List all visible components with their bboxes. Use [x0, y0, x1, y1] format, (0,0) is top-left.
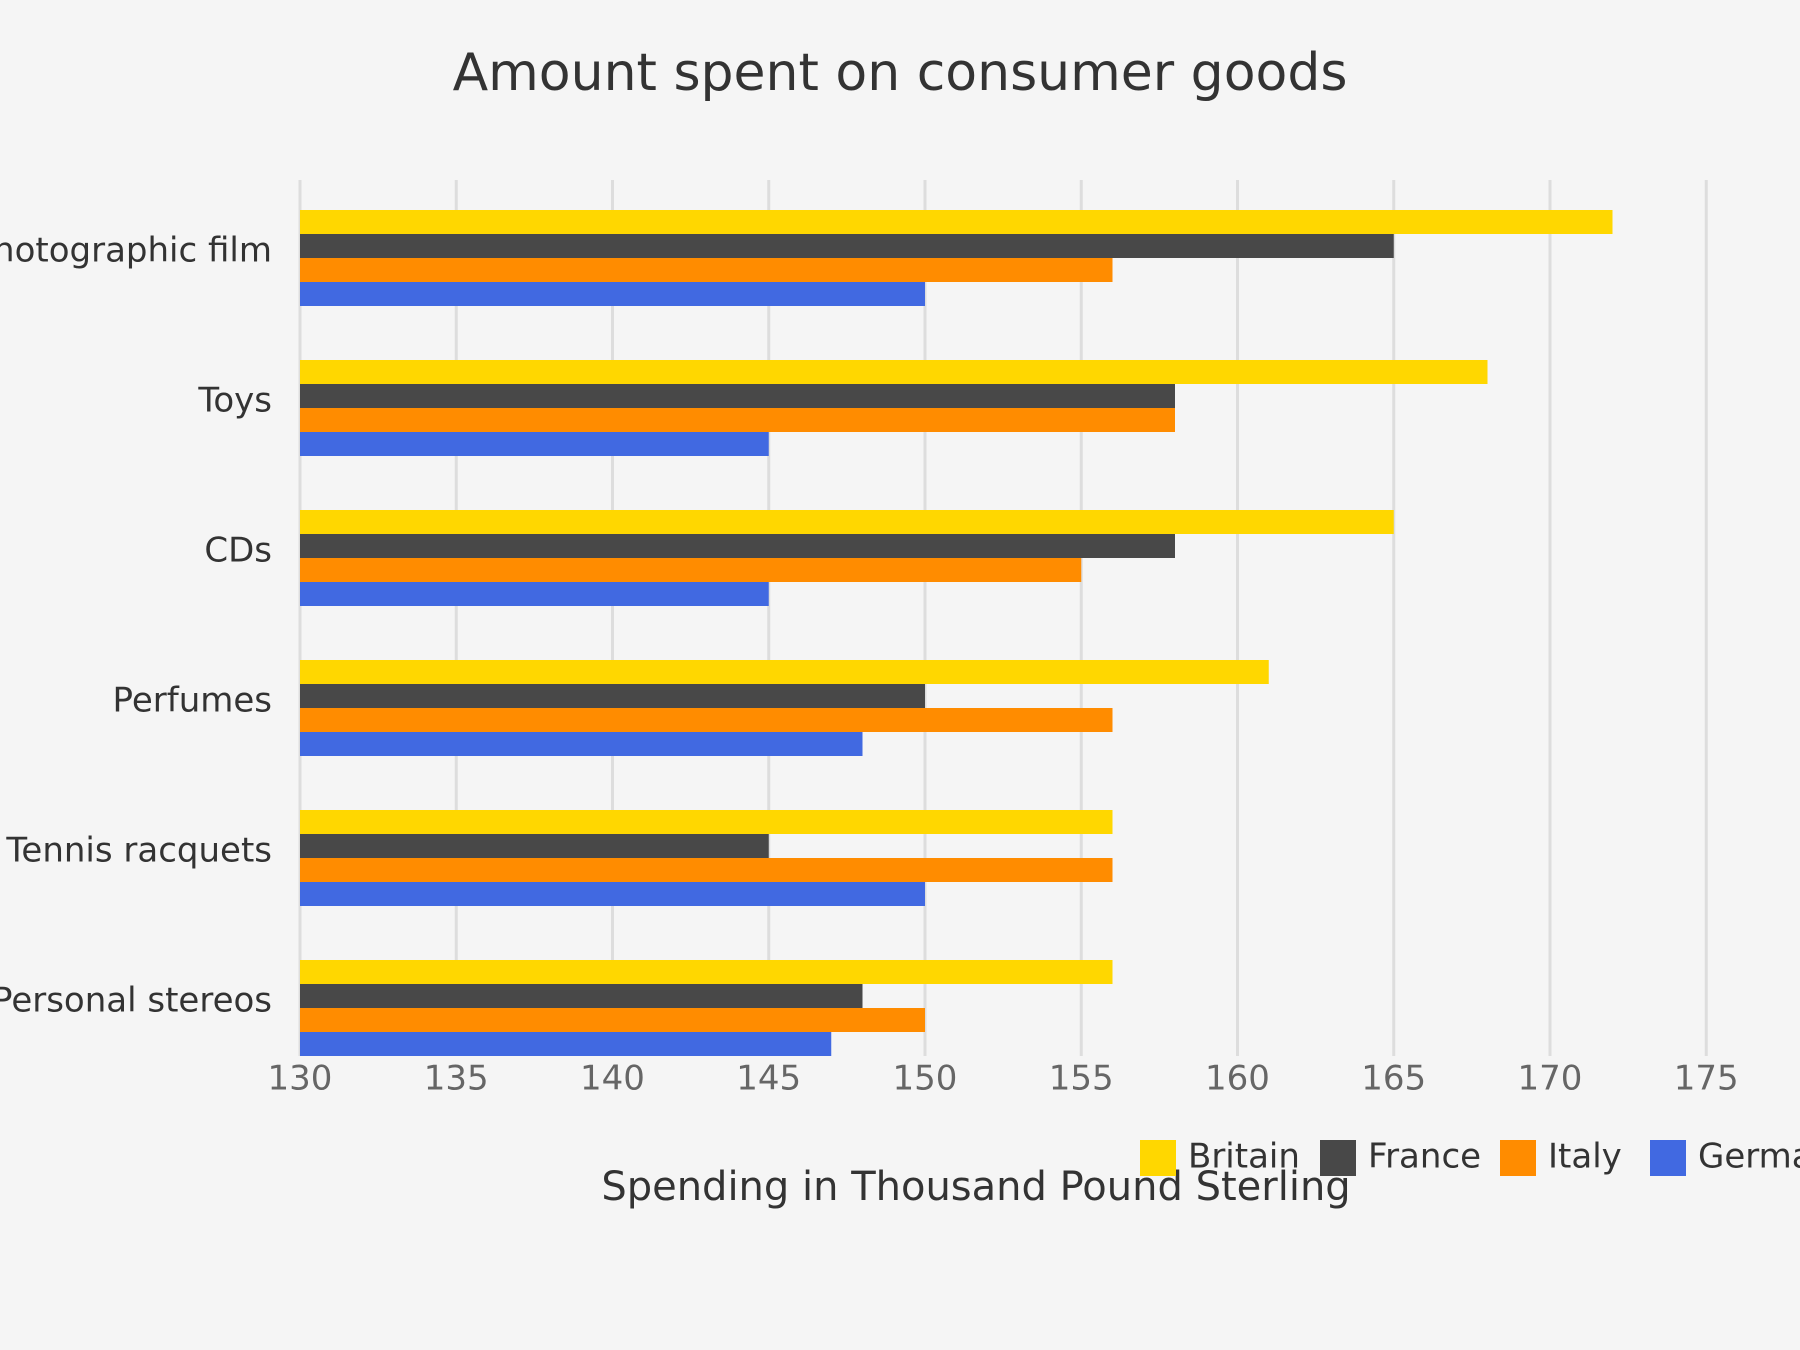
x-tick-label: 160 — [1205, 1059, 1270, 1099]
chart-title: Amount spent on consumer goods — [453, 43, 1348, 103]
bar-germany-0 — [300, 282, 925, 306]
bar-france-2 — [300, 534, 1175, 558]
bar-britain-5 — [300, 960, 1113, 984]
bar-germany-3 — [300, 732, 863, 756]
bar-france-0 — [300, 234, 1394, 258]
bars — [300, 210, 1613, 1056]
bar-germany-4 — [300, 882, 925, 906]
category-label: Personal stereos — [0, 981, 272, 1021]
bar-italy-3 — [300, 708, 1113, 732]
x-tick-label: 135 — [424, 1059, 489, 1099]
bar-italy-2 — [300, 558, 1082, 582]
x-tick-label: 150 — [893, 1059, 958, 1099]
category-label: Toys — [197, 381, 272, 421]
bar-italy-0 — [300, 258, 1113, 282]
bar-italy-5 — [300, 1008, 925, 1032]
legend: Britain France Italy Germany — [1140, 1137, 1800, 1177]
category-labels: Photographic film Toys CDs Perfumes Tennis r… — [0, 231, 272, 1021]
bar-france-4 — [300, 834, 769, 858]
legend-swatch-france — [1320, 1140, 1356, 1176]
legend-label-france: France — [1368, 1137, 1481, 1177]
x-tick-label: 155 — [1049, 1059, 1114, 1099]
category-label: Perfumes — [113, 681, 272, 721]
legend-swatch-italy — [1500, 1140, 1536, 1176]
bar-britain-1 — [300, 360, 1488, 384]
bar-germany-2 — [300, 582, 769, 606]
x-tick-label: 145 — [736, 1059, 801, 1099]
bar-britain-2 — [300, 510, 1394, 534]
grid-lines — [298, 180, 1708, 1056]
x-tick-label: 175 — [1674, 1059, 1739, 1099]
category-label: Tennis racquets — [5, 831, 272, 871]
bar-britain-3 — [300, 660, 1269, 684]
category-label: CDs — [204, 531, 272, 571]
bar-britain-0 — [300, 210, 1613, 234]
x-tick-label: 130 — [268, 1059, 333, 1099]
category-label: Photographic film — [0, 231, 272, 271]
bar-france-1 — [300, 384, 1175, 408]
legend-swatch-britain — [1140, 1140, 1176, 1176]
bar-britain-4 — [300, 810, 1113, 834]
bar-italy-4 — [300, 858, 1113, 882]
x-axis-title: Spending in Thousand Pound Sterling — [601, 1164, 1350, 1210]
bar-germany-1 — [300, 432, 769, 456]
x-tick-label: 170 — [1518, 1059, 1583, 1099]
legend-label-italy: Italy — [1548, 1137, 1622, 1177]
x-tick-labels: 130 135 140 145 150 155 160 165 170 175 — [268, 1059, 1739, 1099]
legend-swatch-germany — [1650, 1140, 1686, 1176]
x-tick-label: 165 — [1361, 1059, 1426, 1099]
x-tick-label: 140 — [580, 1059, 645, 1099]
bar-italy-1 — [300, 408, 1175, 432]
bar-germany-5 — [300, 1032, 832, 1056]
legend-label-britain: Britain — [1188, 1137, 1300, 1177]
legend-label-germany: Germany — [1698, 1137, 1800, 1177]
bar-france-5 — [300, 984, 863, 1008]
bar-france-3 — [300, 684, 925, 708]
